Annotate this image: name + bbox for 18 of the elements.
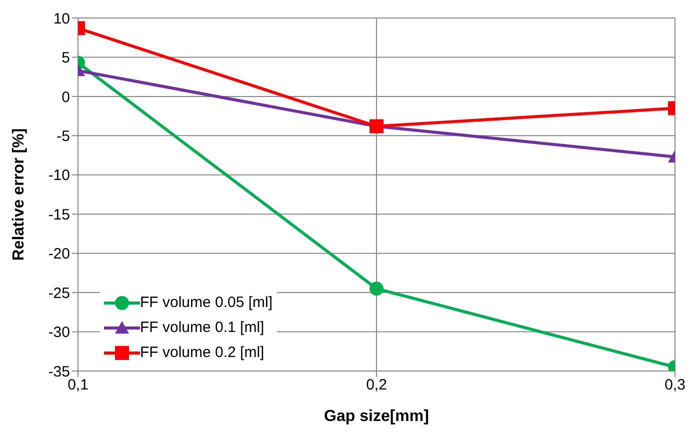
y-tick-label: 10 (53, 10, 70, 28)
y-tick-label: -20 (48, 246, 70, 263)
legend-label: FF volume 0.1 [ml] (140, 319, 264, 336)
x-tick-label: 0,1 (68, 376, 88, 394)
y-tick-label: 5 (62, 50, 70, 67)
legend-label: FF volume 0.05 [ml] (140, 294, 273, 311)
y-tick-label: -25 (48, 284, 70, 302)
x-tick-label: 0,3 (664, 376, 686, 394)
y-tick-label: -35 (48, 363, 70, 380)
y-tick-label: -5 (56, 128, 70, 145)
y-tick-label: -30 (48, 324, 70, 342)
y-tick-label: -15 (48, 206, 70, 224)
x-axis-title: Gap size[mm] (324, 408, 429, 425)
legend-label: FF volume 0.2 [ml] (140, 344, 264, 361)
y-tick-label: -10 (48, 167, 70, 184)
x-tick-label: 0,2 (366, 376, 387, 394)
y-axis-title: Relative error [%] (10, 128, 28, 261)
y-tick-label: 0 (62, 88, 70, 106)
